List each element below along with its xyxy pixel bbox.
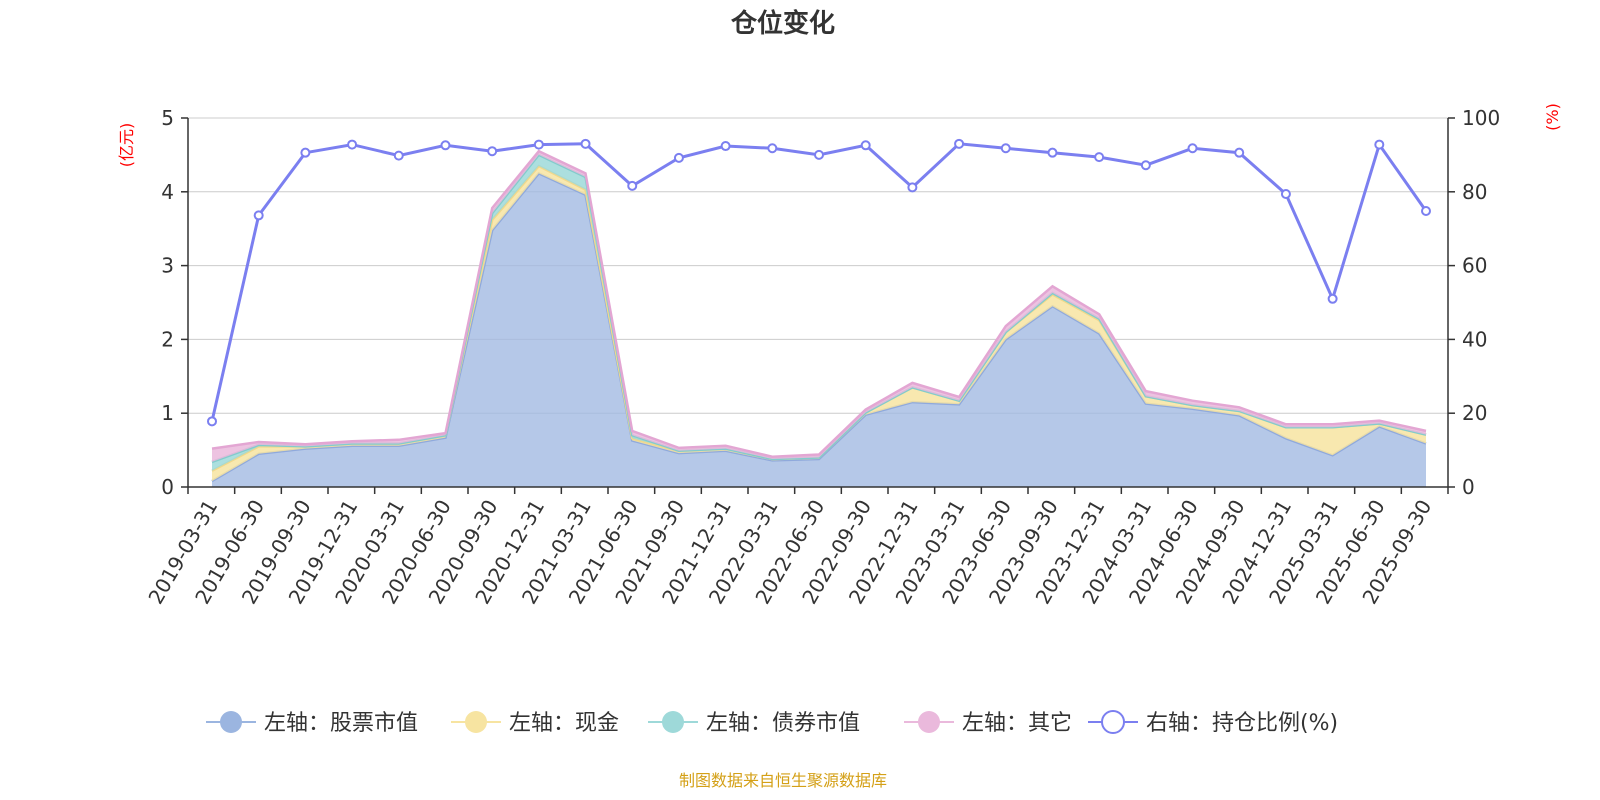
right-axis-unit: (%) — [1543, 103, 1562, 131]
legend-item-1: 左轴：股票市值 — [206, 711, 418, 736]
right-tick-label: 100 — [1462, 106, 1500, 130]
ratio-point — [1327, 293, 1338, 304]
ratio-point — [627, 180, 638, 191]
legend-label: 左轴：债券市值 — [706, 711, 860, 736]
ratio-point — [954, 138, 965, 149]
left-tick-label: 1 — [161, 401, 174, 425]
ratio-line-path — [210, 141, 1428, 422]
left-tick-label: 2 — [161, 327, 174, 351]
left-tick-label: 5 — [161, 106, 174, 130]
chart-title: 仓位变化 — [730, 8, 835, 39]
legend: 左轴：股票市值 左轴：现金 左轴：债券市值 左轴：其它 右轴：持仓比例(%) — [206, 710, 1338, 736]
ratio-point — [673, 152, 684, 163]
right-tick-label: 0 — [1462, 475, 1475, 499]
area-series-4-edge — [211, 149, 1427, 458]
legend-swatch-marker — [220, 711, 242, 733]
area-series-1 — [212, 173, 1426, 487]
ratio-point — [207, 416, 217, 427]
legend-swatch-marker — [465, 711, 487, 733]
ratio-point — [1280, 189, 1291, 200]
ratio-point — [347, 139, 358, 150]
ratio-point — [1000, 143, 1011, 154]
left-tick-label: 3 — [161, 254, 174, 278]
ratio-point — [393, 150, 404, 161]
legend-swatch-marker — [1101, 710, 1125, 734]
ratio-line — [207, 138, 1431, 427]
right-tick-label: 40 — [1462, 327, 1487, 351]
left-tick-label: 4 — [161, 180, 174, 204]
legend-swatch-marker — [918, 711, 940, 733]
ratio-point — [253, 210, 264, 221]
legend-item-2: 左轴：现金 — [451, 711, 619, 736]
ratio-point — [1374, 139, 1385, 150]
ratio-point — [1047, 147, 1058, 158]
ratio-point — [487, 146, 498, 157]
ratio-point — [1094, 152, 1105, 163]
ratio-point — [720, 141, 731, 152]
right-tick-label: 20 — [1462, 401, 1487, 425]
ratio-point — [860, 140, 871, 151]
left-axis-unit: (亿元) — [117, 123, 136, 168]
stacked-areas — [211, 149, 1427, 487]
legend-item-5: 右轴：持仓比例(%) — [1088, 710, 1338, 736]
axes: 0123450204060801002019-03-312019-06-3020… — [143, 106, 1500, 608]
legend-label: 左轴：现金 — [509, 711, 619, 736]
legend-swatch-marker — [662, 711, 684, 733]
ratio-point — [1421, 205, 1431, 216]
right-tick-label: 80 — [1462, 180, 1487, 204]
ratio-point — [533, 139, 544, 150]
ratio-point — [1187, 143, 1198, 154]
ratio-point — [1234, 147, 1245, 158]
legend-item-3: 左轴：债券市值 — [648, 711, 860, 736]
ratio-point — [580, 138, 591, 149]
ratio-point — [814, 149, 824, 160]
source-note: 制图数据来自恒生聚源数据库 — [679, 771, 887, 790]
ratio-point — [300, 147, 311, 158]
legend-label: 左轴：其它 — [962, 711, 1072, 736]
legend-label: 右轴：持仓比例(%) — [1146, 711, 1338, 736]
ratio-point — [1140, 160, 1151, 171]
ratio-point — [440, 140, 451, 151]
right-tick-label: 60 — [1462, 254, 1487, 278]
legend-item-4: 左轴：其它 — [904, 711, 1072, 736]
legend-label: 左轴：股票市值 — [264, 711, 418, 736]
ratio-point — [907, 182, 918, 193]
ratio-point — [767, 143, 778, 154]
left-tick-label: 0 — [161, 475, 174, 499]
